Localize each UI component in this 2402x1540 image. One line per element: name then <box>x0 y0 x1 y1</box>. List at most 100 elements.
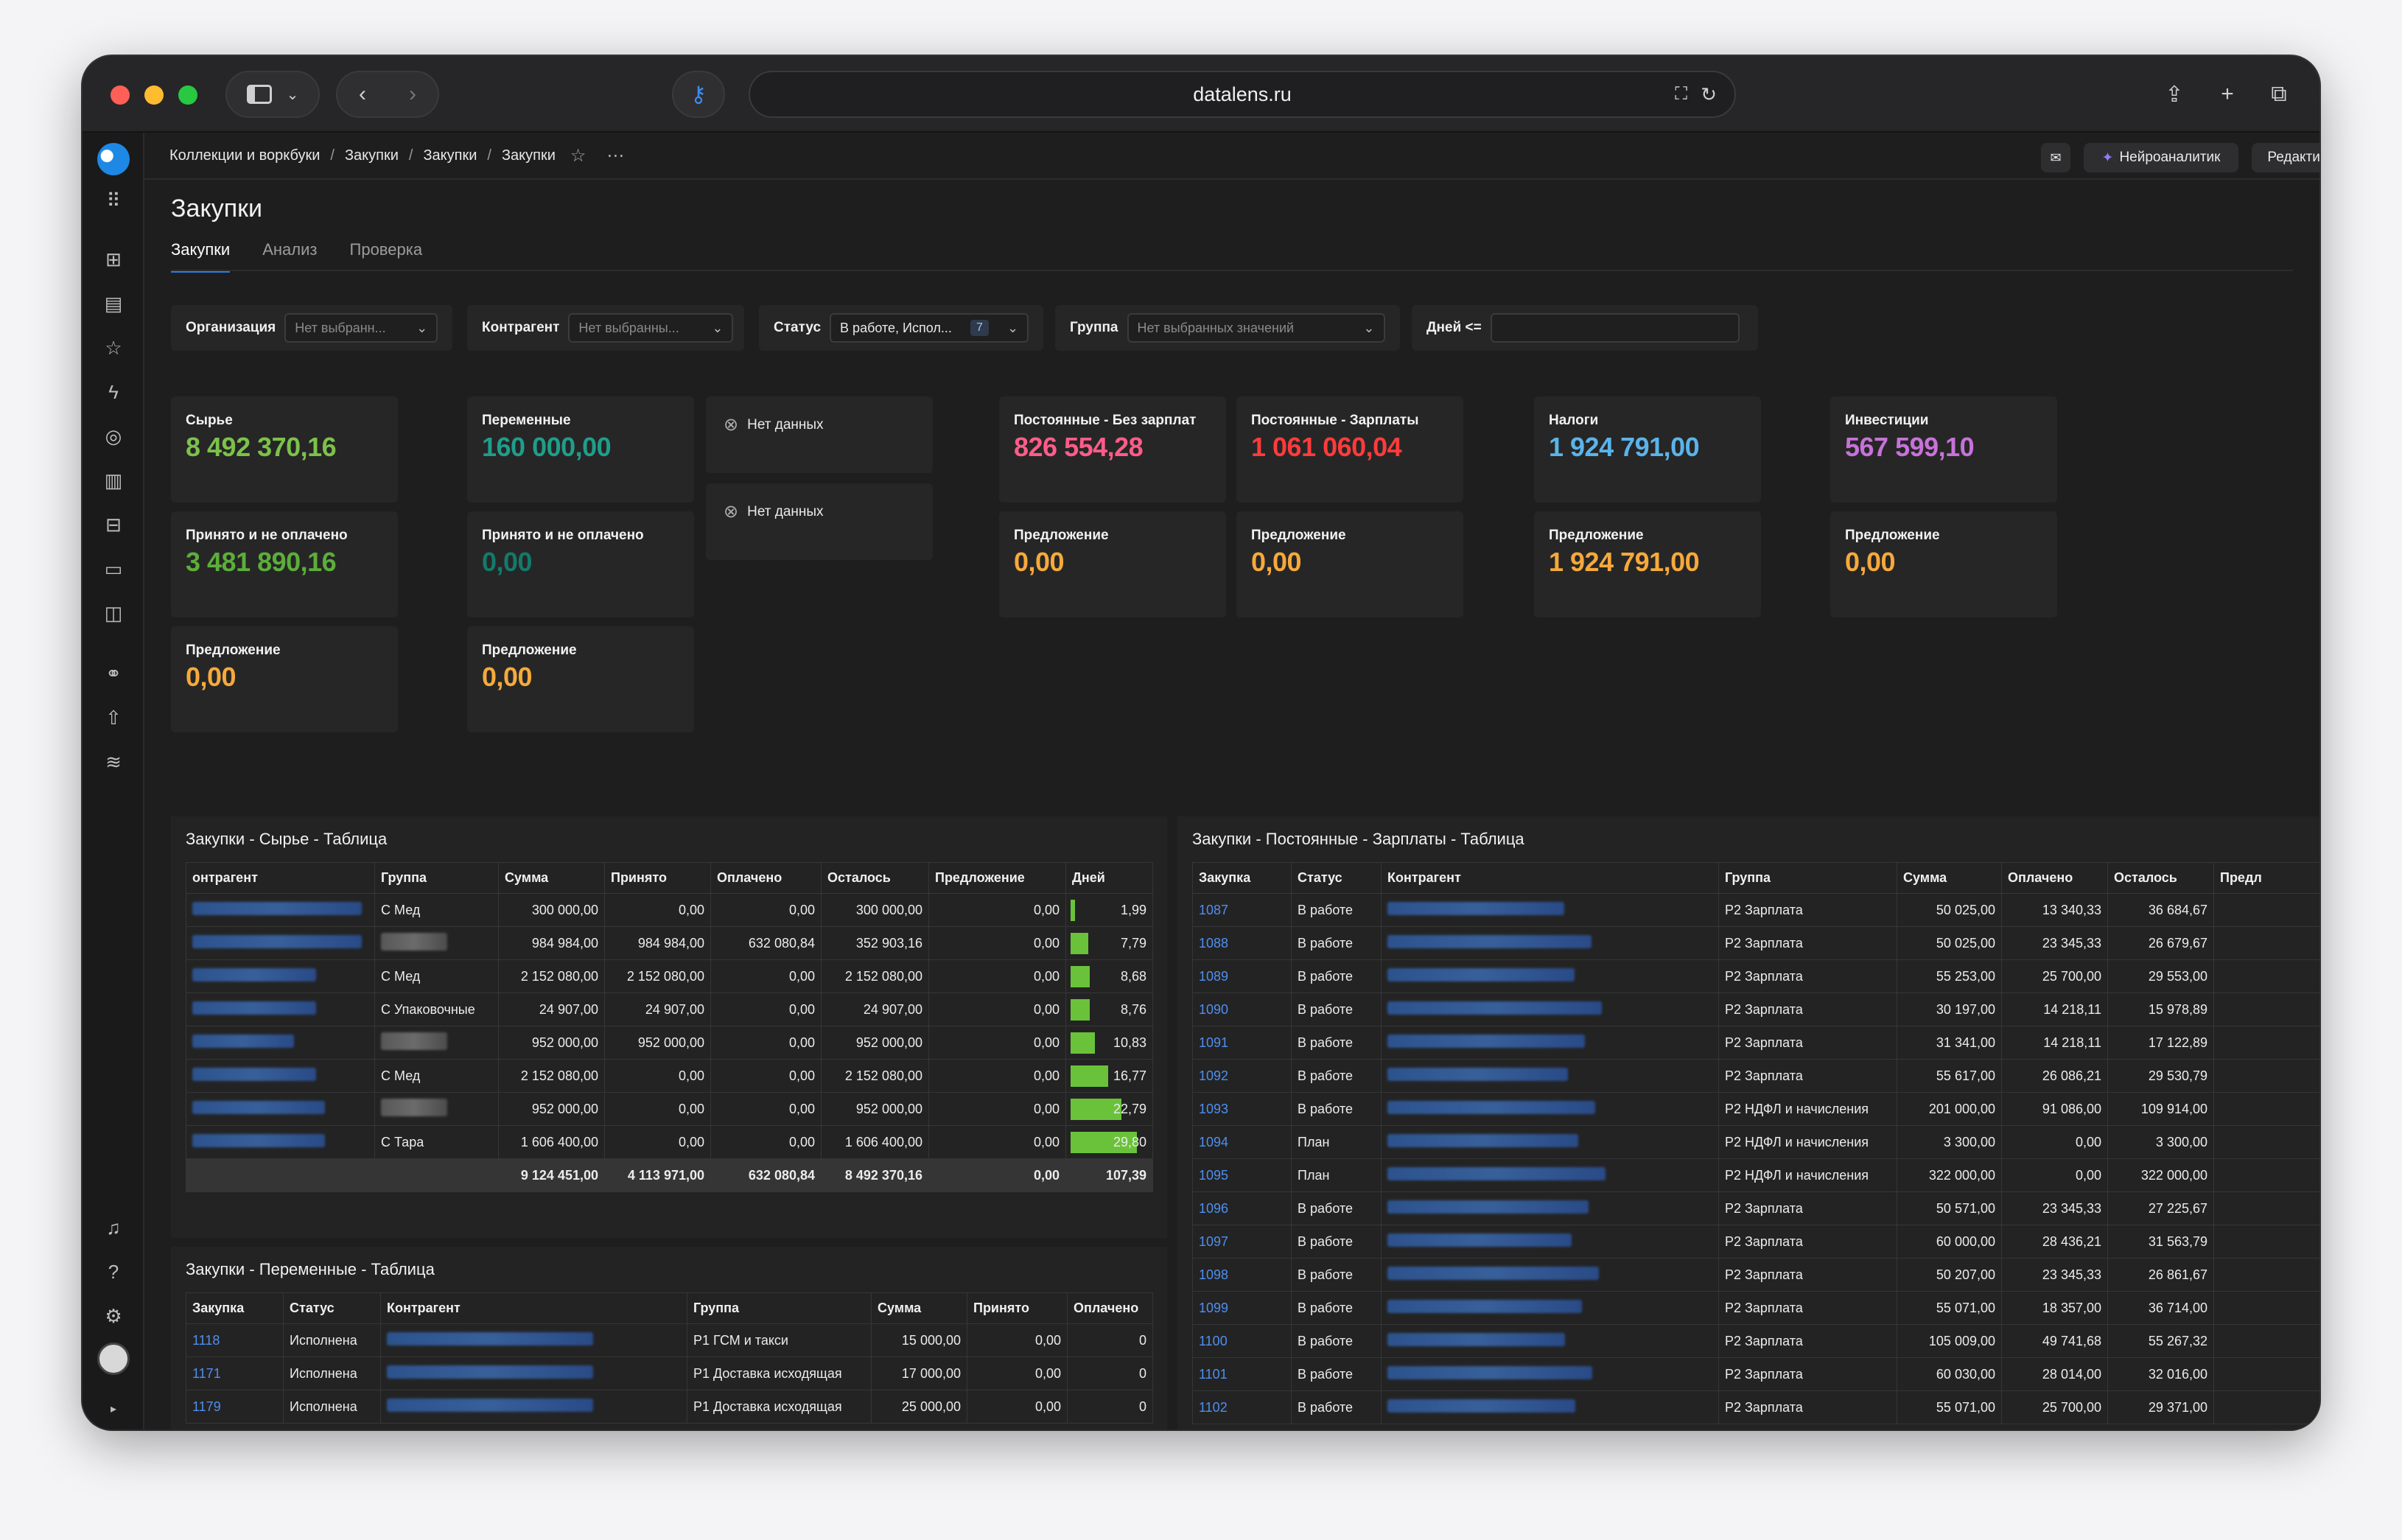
table-icon[interactable]: ⊟ <box>105 513 122 536</box>
contractor-cell[interactable] <box>1381 1059 1719 1093</box>
column-header[interactable]: Оплачено <box>2001 862 2108 894</box>
tabs-overview-button[interactable]: ⧉ <box>2256 71 2302 118</box>
table-row[interactable]: 1102 В работе Р2 Зарплата 55 071,00 25 700,0… <box>1192 1390 2319 1424</box>
table-row[interactable]: 1096 В работе Р2 Зарплата 50 571,00 23 345,3… <box>1192 1191 2319 1225</box>
contractor-cell[interactable] <box>186 926 375 960</box>
address-bar[interactable]: datalens.ru ⛶ ↻ <box>749 71 1736 118</box>
avatar[interactable] <box>97 1343 130 1375</box>
purchase-id-link[interactable]: 1100 <box>1192 1324 1292 1358</box>
table-row[interactable]: С Мед 2 152 080,00 2 152 080,00 0,00 2 152 0… <box>186 959 1153 993</box>
contractor-cell[interactable] <box>1381 1191 1719 1225</box>
purchase-id-link[interactable]: 1096 <box>1192 1191 1292 1225</box>
column-header[interactable]: Сумма <box>871 1292 967 1324</box>
column-header[interactable]: Осталось <box>821 862 929 894</box>
column-header[interactable]: Предл <box>2213 862 2319 894</box>
contractor-cell[interactable] <box>1381 1357 1719 1391</box>
table-row[interactable]: 1087 В работе Р2 Зарплата 50 025,00 13 340,3… <box>1192 893 2319 927</box>
column-header[interactable]: Контрагент <box>1381 862 1719 894</box>
breadcrumb-item[interactable]: Коллекции и воркбуки <box>169 147 321 164</box>
table-row[interactable]: 1100 В работе Р2 Зарплата 105 009,00 49 741,… <box>1192 1324 2319 1358</box>
monitor-icon[interactable]: ▭ <box>104 557 123 580</box>
translate-icon[interactable]: ⛶ <box>1675 84 1687 104</box>
table-row[interactable]: 1091 В работе Р2 Зарплата 31 341,00 14 218,1… <box>1192 1026 2319 1060</box>
contractor-cell[interactable] <box>1381 1258 1719 1292</box>
table-row[interactable]: 1099 В работе Р2 Зарплата 55 071,00 18 357,0… <box>1192 1291 2319 1325</box>
sidebar-toggle-button[interactable]: ⌄ <box>225 71 320 118</box>
table-row[interactable]: 1171 Исполнена Р1 Доставка исходящая 17 000… <box>186 1357 1153 1390</box>
more-icon[interactable]: ⋯ <box>606 145 625 166</box>
purchase-id-link[interactable]: 1088 <box>1192 926 1292 960</box>
table-row[interactable]: 1179 Исполнена Р1 Доставка исходящая 25 000… <box>186 1390 1153 1424</box>
column-header[interactable]: Группа <box>1718 862 1897 894</box>
table-row[interactable]: 984 984,00 984 984,00 632 080,84 352 903,16… <box>186 926 1153 960</box>
group-select[interactable]: Нет выбранных значений ⌄ <box>1127 313 1385 343</box>
contractor-cell[interactable] <box>1381 993 1719 1026</box>
contractor-cell[interactable] <box>380 1390 687 1424</box>
table-row[interactable]: 952 000,00 0,00 0,00 952 000,00 0,00 22,79 <box>186 1092 1153 1126</box>
column-header[interactable]: Принято <box>967 1292 1068 1324</box>
purchase-id-link[interactable]: 1089 <box>1192 959 1292 993</box>
edit-button[interactable]: Редактировать <box>2252 143 2319 172</box>
reports-icon[interactable]: ◫ <box>104 601 123 624</box>
gear-icon[interactable]: ⚙ <box>105 1304 122 1327</box>
purchase-id-link[interactable]: 1171 <box>186 1357 284 1390</box>
table-row[interactable]: 1101 В работе Р2 Зарплата 60 030,00 28 014,0… <box>1192 1357 2319 1391</box>
apps-grid-icon[interactable]: ⠿ <box>106 189 121 211</box>
close-window-button[interactable] <box>111 85 130 105</box>
charts-icon[interactable]: ▥ <box>104 469 123 491</box>
dashboards-icon[interactable]: ⊞ <box>105 248 122 270</box>
table-row[interactable]: 1094 План Р2 НДФЛ и начисления 3 300,00 0,00… <box>1192 1125 2319 1159</box>
favorite-star-icon[interactable]: ☆ <box>570 145 587 166</box>
contractor-cell[interactable] <box>1381 1324 1719 1358</box>
purchase-id-link[interactable]: 1090 <box>1192 993 1292 1026</box>
forward-arrow-icon[interactable]: › <box>409 82 416 106</box>
table-row[interactable]: С Мед 2 152 080,00 0,00 0,00 2 152 080,00 0,0… <box>186 1059 1153 1093</box>
contractor-cell[interactable] <box>1381 1092 1719 1126</box>
table-row[interactable]: 1089 В работе Р2 Зарплата 55 253,00 25 700,0… <box>1192 959 2319 993</box>
new-tab-button[interactable]: + <box>2205 71 2250 118</box>
purchase-id-link[interactable]: 1099 <box>1192 1291 1292 1325</box>
help-icon[interactable]: ? <box>108 1260 119 1283</box>
table-row[interactable]: С Мед 300 000,00 0,00 0,00 300 000,00 0,00 1,9… <box>186 893 1153 927</box>
column-header[interactable]: Сумма <box>498 862 605 894</box>
contractor-cell[interactable] <box>1381 1291 1719 1325</box>
contractor-cell[interactable] <box>1381 1158 1719 1192</box>
reload-icon[interactable]: ↻ <box>1701 83 1717 105</box>
column-header[interactable]: Группа <box>687 1292 872 1324</box>
column-header[interactable]: Сумма <box>1897 862 2002 894</box>
table-row[interactable]: 1095 План Р2 НДФЛ и начисления 322 000,00 0,… <box>1192 1158 2319 1192</box>
table-row[interactable]: 1090 В работе Р2 Зарплата 30 197,00 14 218,1… <box>1192 993 2319 1026</box>
tab-purchases[interactable]: Закупки <box>171 240 231 273</box>
purchase-id-link[interactable]: 1179 <box>186 1390 284 1424</box>
contractor-cell[interactable] <box>1381 1390 1719 1424</box>
contractor-cell[interactable] <box>186 1092 375 1126</box>
datalens-logo-icon[interactable] <box>97 143 130 175</box>
days-input[interactable] <box>1490 313 1740 343</box>
contractor-cell[interactable] <box>186 1125 375 1159</box>
purchase-id-link[interactable]: 1094 <box>1192 1125 1292 1159</box>
breadcrumb-item[interactable]: Закупки <box>423 147 477 164</box>
purchase-id-link[interactable]: 1101 <box>1192 1357 1292 1391</box>
datasets-icon[interactable]: ◎ <box>105 424 122 447</box>
tab-analysis[interactable]: Анализ <box>262 240 318 259</box>
organization-select[interactable]: Нет выбранн... ⌄ <box>284 313 438 343</box>
links-icon[interactable]: ⚭ <box>105 662 122 685</box>
column-header[interactable]: Группа <box>374 862 499 894</box>
table-row[interactable]: 1098 В работе Р2 Зарплата 50 207,00 23 345,3… <box>1192 1258 2319 1292</box>
column-header[interactable]: Предложение <box>928 862 1066 894</box>
purchase-id-link[interactable]: 1087 <box>1192 893 1292 927</box>
contractor-cell[interactable] <box>380 1357 687 1390</box>
settings-sliders-icon[interactable]: ≋ <box>105 750 122 773</box>
purchase-id-link[interactable]: 1093 <box>1192 1092 1292 1126</box>
contractor-cell[interactable] <box>186 893 375 927</box>
minimize-window-button[interactable] <box>144 85 164 105</box>
purchase-id-link[interactable]: 1118 <box>186 1323 284 1357</box>
column-header[interactable]: Осталось <box>2107 862 2214 894</box>
table-row[interactable]: 952 000,00 952 000,00 0,00 952 000,00 0,00 10… <box>186 1026 1153 1060</box>
table-row[interactable]: 1118 Исполнена Р1 ГСМ и такси 15 000,00 0,00… <box>186 1323 1153 1357</box>
column-header[interactable]: Оплачено <box>1067 1292 1153 1324</box>
breadcrumb-item[interactable]: Закупки <box>344 147 399 164</box>
connections-icon[interactable]: ϟ <box>108 380 119 403</box>
purchase-id-link[interactable]: 1092 <box>1192 1059 1292 1093</box>
contractor-cell[interactable] <box>1381 1125 1719 1159</box>
